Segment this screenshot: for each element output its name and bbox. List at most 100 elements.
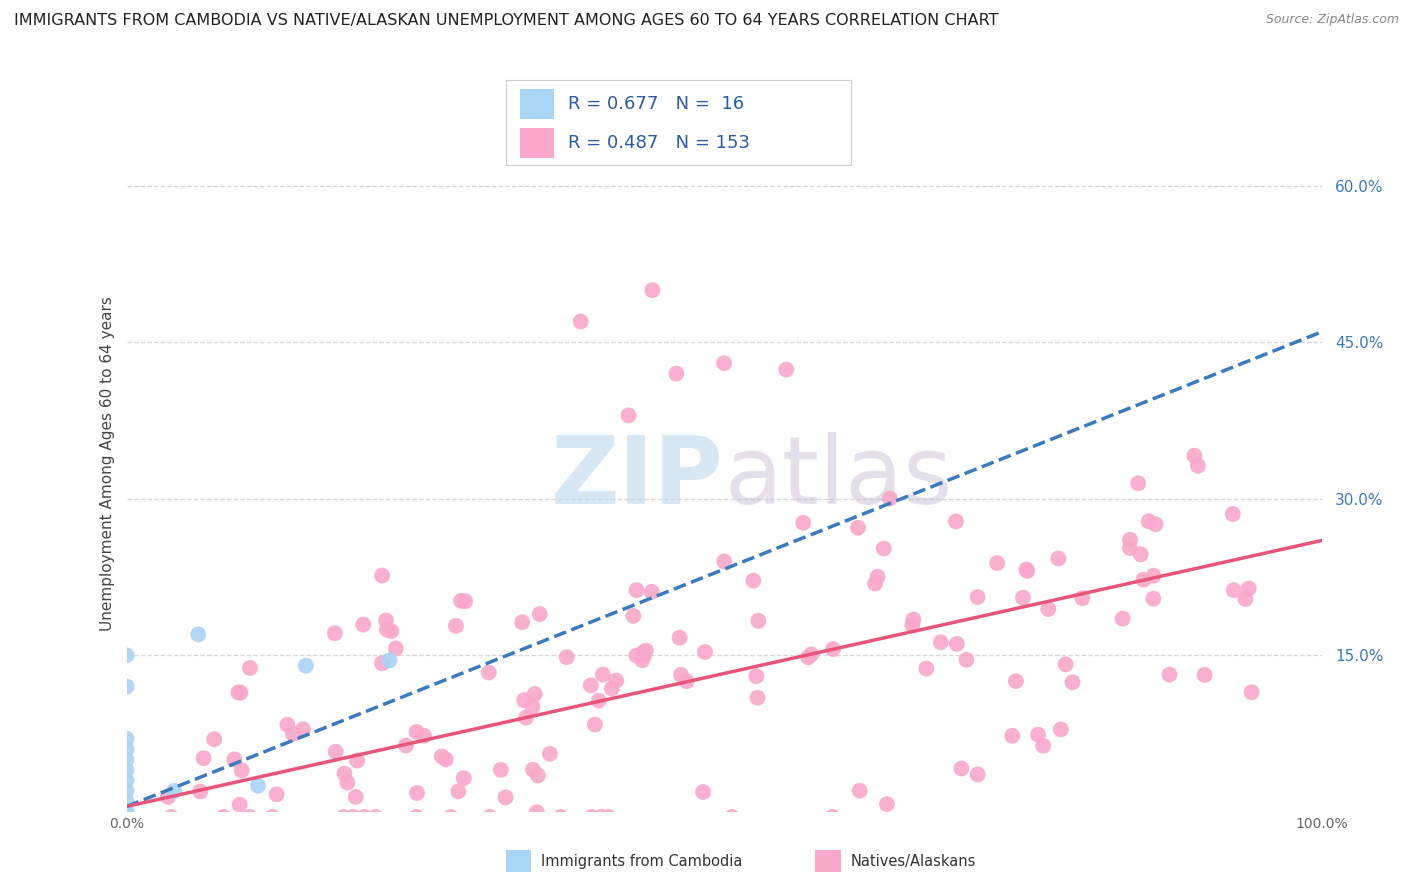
Point	[395, 739, 418, 753]
Point	[641, 283, 664, 297]
Point	[352, 617, 374, 632]
Point	[434, 752, 457, 766]
Point	[1038, 602, 1060, 616]
Text: ZIP: ZIP	[551, 432, 724, 524]
Text: R = 0.677   N =  16: R = 0.677 N = 16	[568, 95, 744, 113]
Point	[276, 717, 298, 731]
Point	[212, 810, 235, 824]
Bar	[506, 850, 531, 872]
Point	[375, 623, 398, 637]
Point	[405, 725, 427, 739]
Point	[592, 667, 614, 681]
Point	[522, 763, 544, 777]
Point	[1119, 541, 1142, 555]
Point	[224, 752, 246, 766]
Point	[1062, 675, 1084, 690]
Text: IMMIGRANTS FROM CAMBODIA VS NATIVE/ALASKAN UNEMPLOYMENT AMONG AGES 60 TO 64 YEAR: IMMIGRANTS FROM CAMBODIA VS NATIVE/ALASK…	[14, 13, 998, 29]
Point	[526, 805, 548, 820]
Point	[742, 574, 765, 588]
Point	[1144, 517, 1167, 532]
Point	[665, 367, 688, 381]
Point	[115, 648, 138, 663]
Point	[1032, 739, 1054, 753]
Point	[523, 687, 546, 701]
Point	[797, 650, 820, 665]
Point	[1012, 591, 1035, 605]
Point	[281, 727, 304, 741]
Point	[336, 775, 359, 789]
Point	[342, 810, 364, 824]
Point	[621, 608, 644, 623]
Point	[163, 784, 186, 798]
Point	[600, 681, 623, 696]
Text: R = 0.487   N = 153: R = 0.487 N = 153	[568, 134, 751, 152]
Point	[633, 648, 655, 663]
Point	[713, 554, 735, 568]
Point	[579, 678, 602, 692]
Point	[193, 751, 215, 765]
Point	[1223, 583, 1246, 598]
Point	[821, 810, 844, 824]
Point	[915, 662, 938, 676]
Point	[115, 753, 138, 767]
Point	[489, 763, 512, 777]
Point	[188, 784, 211, 798]
Point	[626, 583, 648, 598]
Point	[966, 590, 988, 604]
Point	[332, 810, 354, 824]
Point	[378, 653, 401, 667]
Point	[1237, 582, 1260, 596]
FancyBboxPatch shape	[520, 128, 554, 158]
Point	[1026, 728, 1049, 742]
Point	[1050, 723, 1073, 737]
Point	[692, 785, 714, 799]
Point	[1119, 533, 1142, 547]
Point	[640, 585, 662, 599]
Point	[669, 667, 692, 681]
Point	[538, 747, 561, 761]
Point	[668, 631, 690, 645]
Point	[325, 745, 347, 759]
Point	[239, 810, 262, 824]
Point	[626, 648, 648, 663]
Point	[1001, 729, 1024, 743]
Text: Immigrants from Cambodia: Immigrants from Cambodia	[541, 854, 742, 869]
Point	[747, 690, 769, 705]
Point	[721, 810, 744, 824]
FancyBboxPatch shape	[520, 89, 554, 120]
Point	[1142, 591, 1164, 606]
Point	[1234, 591, 1257, 606]
Text: Natives/Alaskans: Natives/Alaskans	[851, 854, 976, 869]
Point	[156, 789, 179, 804]
Point	[515, 711, 537, 725]
Point	[745, 669, 768, 683]
Point	[617, 409, 640, 423]
Point	[430, 749, 453, 764]
Point	[1240, 685, 1263, 699]
Point	[631, 653, 654, 667]
Point	[605, 673, 627, 688]
Point	[634, 643, 657, 657]
Point	[115, 805, 138, 819]
Point	[292, 723, 315, 737]
Y-axis label: Unemployment Among Ages 60 to 64 years: Unemployment Among Ages 60 to 64 years	[100, 296, 115, 632]
Point	[555, 650, 578, 665]
Point	[413, 729, 436, 743]
Point	[929, 635, 952, 649]
Point	[569, 314, 592, 328]
Point	[1005, 674, 1028, 689]
Point	[775, 362, 797, 376]
Point	[550, 810, 572, 824]
Point	[1128, 476, 1150, 491]
Point	[848, 783, 870, 797]
Point	[228, 797, 250, 812]
Point	[581, 810, 603, 824]
Point	[478, 665, 501, 680]
Point	[863, 576, 886, 591]
Point	[846, 521, 869, 535]
Point	[323, 626, 346, 640]
Point	[529, 607, 551, 621]
Point	[1111, 612, 1133, 626]
Point	[986, 556, 1008, 570]
Point	[598, 810, 620, 824]
